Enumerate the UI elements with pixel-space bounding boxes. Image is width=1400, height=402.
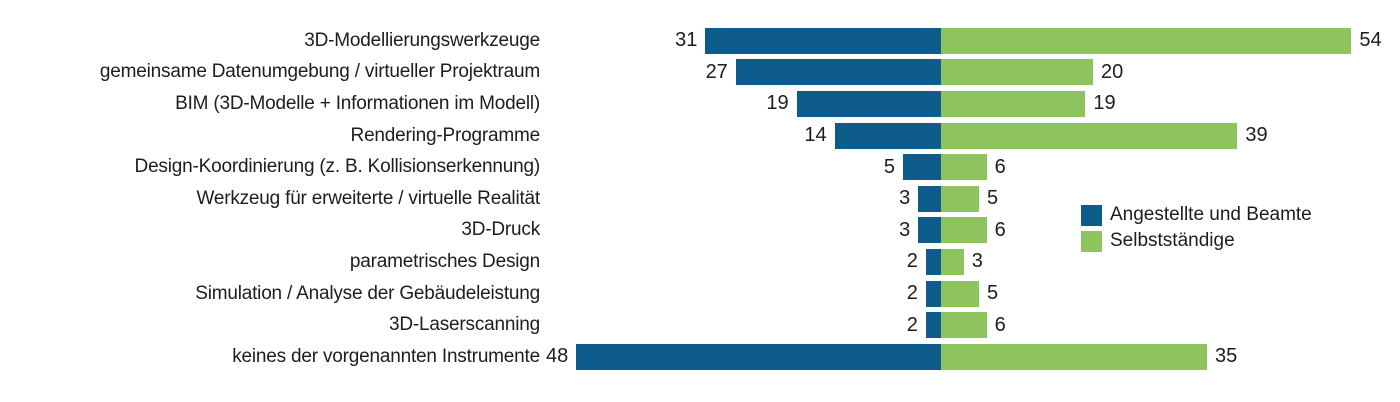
- value-label-left: 3: [899, 218, 911, 241]
- bar-selbststaendige: [941, 154, 987, 181]
- row-left-half: Simulation / Analyse der Gebäudeleistung…: [0, 280, 941, 307]
- bar-selbststaendige: [941, 27, 1352, 54]
- chart-row: keines der vorgenannten Instrumente 48 3…: [0, 341, 1400, 373]
- value-label-left: 2: [906, 282, 918, 305]
- category-label: parametrisches Design: [349, 250, 540, 272]
- value-label-right: 5: [987, 187, 999, 210]
- value-label-right: 6: [994, 155, 1006, 178]
- row-left-half: 3D-Modellierungswerkzeuge 31: [0, 27, 941, 54]
- bar-selbststaendige: [941, 185, 979, 212]
- value-label-right: 20: [1101, 60, 1124, 83]
- value-label-right: 5: [987, 282, 999, 305]
- bar-angestellte-und-beamte: [925, 248, 941, 275]
- bar-selbststaendige: [941, 343, 1207, 370]
- value-label-right: 54: [1359, 29, 1382, 52]
- value-label-left: 48: [545, 345, 569, 368]
- bar-selbststaendige: [941, 90, 1086, 117]
- category-label: Design-Koordinierung (z. B. Kollisionser…: [134, 156, 541, 178]
- chart-rows: 3D-Modellierungswerkzeuge 31 54 gemeinsa…: [0, 25, 1400, 373]
- legend-item-selbststaendige: Selbstständige: [1081, 228, 1312, 254]
- bar-selbststaendige: [941, 312, 987, 339]
- bar-selbststaendige: [941, 280, 979, 307]
- row-right-half: 3: [941, 248, 1400, 275]
- row-right-half: 20: [941, 59, 1400, 86]
- row-left-half: Design-Koordinierung (z. B. Kollisionser…: [0, 154, 941, 181]
- bar-selbststaendige: [941, 122, 1238, 149]
- bar-selbststaendige: [941, 59, 1093, 86]
- value-label-right: 3: [971, 250, 983, 273]
- value-label-left: 14: [804, 124, 827, 147]
- row-right-half: 6: [941, 217, 1400, 244]
- bar-angestellte-und-beamte: [796, 90, 941, 117]
- value-label-left: 5: [883, 155, 895, 178]
- row-right-half: 54: [941, 27, 1400, 54]
- value-label-left: 31: [675, 29, 698, 52]
- row-left-half: 3D-Laserscanning 2: [0, 312, 941, 339]
- chart-legend: Angestellte und Beamte Selbstständige: [1081, 202, 1312, 254]
- row-right-half: 35: [941, 343, 1400, 370]
- row-left-half: Werkzeug für erweiterte / virtuelle Real…: [0, 185, 941, 212]
- chart-row: parametrisches Design 2 3: [0, 246, 1400, 278]
- category-label: 3D-Druck: [461, 219, 540, 241]
- row-right-half: 5: [941, 185, 1400, 212]
- chart-row: 3D-Modellierungswerkzeuge 31 54: [0, 25, 1400, 57]
- row-right-half: 39: [941, 122, 1400, 149]
- row-left-half: keines der vorgenannten Instrumente 48: [0, 343, 941, 370]
- bar-angestellte-und-beamte: [918, 185, 941, 212]
- legend-label: Angestellte und Beamte: [1110, 204, 1312, 225]
- category-label: 3D-Laserscanning: [389, 314, 540, 336]
- value-label-left: 19: [766, 92, 789, 115]
- legend-swatch-blue: [1081, 204, 1102, 226]
- row-right-half: 19: [941, 90, 1400, 117]
- bar-selbststaendige: [941, 217, 987, 244]
- legend-label: Selbstständige: [1110, 230, 1235, 251]
- value-label-right: 6: [994, 313, 1006, 336]
- value-label-right: 39: [1245, 124, 1268, 147]
- category-label: BIM (3D-Modelle + Informationen im Model…: [175, 92, 540, 114]
- value-label-left: 2: [906, 313, 918, 336]
- category-label: keines der vorgenannten Instrumente: [232, 345, 540, 367]
- chart-row: Werkzeug für erweiterte / virtuelle Real…: [0, 183, 1400, 215]
- value-label-right: 19: [1093, 92, 1116, 115]
- chart-row: Rendering-Programme 14 39: [0, 120, 1400, 152]
- chart-row: gemeinsame Datenumgebung / virtueller Pr…: [0, 57, 1400, 89]
- value-label-left: 27: [705, 60, 728, 83]
- bar-angestellte-und-beamte: [903, 154, 941, 181]
- row-left-half: parametrisches Design 2: [0, 248, 941, 275]
- row-right-half: 6: [941, 312, 1400, 339]
- row-left-half: 3D-Druck 3: [0, 217, 941, 244]
- value-label-right: 6: [994, 218, 1006, 241]
- value-label-right: 35: [1215, 345, 1238, 368]
- bar-angestellte-und-beamte: [735, 59, 941, 86]
- value-label-left: 2: [906, 250, 918, 273]
- chart-row: 3D-Druck 3 6: [0, 215, 1400, 247]
- row-left-half: gemeinsame Datenumgebung / virtueller Pr…: [0, 59, 941, 86]
- bar-angestellte-und-beamte: [925, 280, 941, 307]
- category-label: Werkzeug für erweiterte / virtuelle Real…: [196, 187, 540, 209]
- legend-swatch-green: [1081, 230, 1102, 252]
- chart-row: Simulation / Analyse der Gebäudeleistung…: [0, 278, 1400, 310]
- category-label: Simulation / Analyse der Gebäudeleistung: [195, 282, 540, 304]
- bar-angestellte-und-beamte: [576, 343, 941, 370]
- category-label: Rendering-Programme: [350, 124, 541, 146]
- row-right-half: 6: [941, 154, 1400, 181]
- row-right-half: 5: [941, 280, 1400, 307]
- bar-angestellte-und-beamte: [918, 217, 941, 244]
- bar-angestellte-und-beamte: [705, 27, 941, 54]
- legend-item-angestellte: Angestellte und Beamte: [1081, 202, 1312, 228]
- row-left-half: Rendering-Programme 14: [0, 122, 941, 149]
- chart-row: BIM (3D-Modelle + Informationen im Model…: [0, 88, 1400, 120]
- value-label-left: 3: [899, 187, 911, 210]
- category-label: 3D-Modellierungswerkzeuge: [304, 29, 540, 51]
- category-label: gemeinsame Datenumgebung / virtueller Pr…: [99, 61, 540, 83]
- chart-row: Design-Koordinierung (z. B. Kollisionser…: [0, 151, 1400, 183]
- row-left-half: BIM (3D-Modelle + Informationen im Model…: [0, 90, 941, 117]
- bar-angestellte-und-beamte: [925, 312, 941, 339]
- bar-selbststaendige: [941, 248, 964, 275]
- bar-angestellte-und-beamte: [834, 122, 941, 149]
- chart-row: 3D-Laserscanning 2 6: [0, 309, 1400, 341]
